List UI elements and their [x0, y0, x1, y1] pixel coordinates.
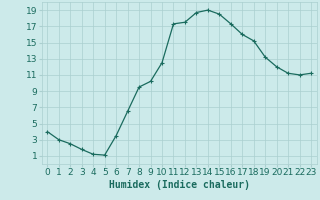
X-axis label: Humidex (Indice chaleur): Humidex (Indice chaleur) [109, 180, 250, 190]
